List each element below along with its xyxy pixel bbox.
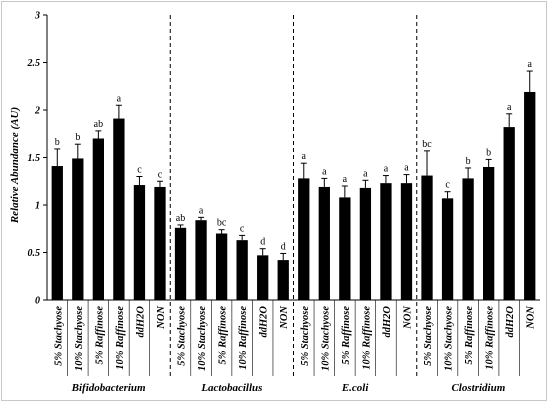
category-label: NON xyxy=(156,306,167,330)
group-label: E.coli xyxy=(341,382,370,394)
significance-letter: a xyxy=(117,93,122,104)
group-label: Bifidobacterium xyxy=(71,382,146,394)
bar xyxy=(236,240,248,300)
category-label: 10% Stachyose xyxy=(444,306,455,371)
bar xyxy=(215,233,228,300)
significance-letter: c xyxy=(240,223,245,234)
bar xyxy=(462,178,474,300)
bar xyxy=(133,185,146,300)
y-tick-label: 3 xyxy=(34,11,40,22)
significance-letter: a xyxy=(343,174,348,185)
bar xyxy=(277,260,289,300)
significance-letter: bc xyxy=(422,139,432,150)
significance-letter: ab xyxy=(176,213,185,224)
category-label: 10% Raffinose xyxy=(361,306,372,370)
bar xyxy=(482,167,495,300)
category-label: 5% Raffinose xyxy=(464,306,475,365)
bar xyxy=(503,127,515,300)
significance-letter: b xyxy=(486,147,491,158)
category-label: 5% Raffinose xyxy=(218,306,229,365)
group-label: Clostridium xyxy=(451,382,505,394)
category-label: ddH2O xyxy=(259,306,270,338)
y-tick-label: 0.5 xyxy=(28,248,41,259)
bar xyxy=(72,158,84,300)
bar xyxy=(380,183,392,300)
y-tick-label: 2.5 xyxy=(27,58,41,69)
category-label: 10% Stachyose xyxy=(320,306,331,371)
bar xyxy=(318,186,330,300)
y-tick-label: 1 xyxy=(35,201,40,212)
category-label: NON xyxy=(402,306,413,330)
significance-letter: d xyxy=(281,241,286,252)
axes: 0 0.5 1 1.5 2 2.5 3 xyxy=(27,11,540,378)
category-label: ddH2O xyxy=(505,306,516,338)
bar xyxy=(113,118,125,300)
category-label: 5% Raffinose xyxy=(94,306,105,365)
bar xyxy=(400,183,413,300)
bar xyxy=(359,187,372,300)
bar xyxy=(441,198,454,300)
significance-letter: d xyxy=(260,237,265,248)
bar xyxy=(257,255,269,300)
bar xyxy=(524,91,536,300)
significance-letter: a xyxy=(528,59,533,70)
significance-letter: b xyxy=(466,156,471,167)
category-label: 10% Raffinose xyxy=(115,306,126,370)
bar xyxy=(298,178,310,300)
significance-letter: c xyxy=(445,180,450,191)
significance-letter: b xyxy=(55,137,60,148)
category-label: 5% Stachyose xyxy=(177,306,188,366)
significance-letter: a xyxy=(404,163,409,174)
significance-letter: a xyxy=(302,151,307,162)
bar xyxy=(51,166,63,300)
bar xyxy=(339,197,351,300)
category-label: 5% Raffinose xyxy=(341,306,352,365)
significance-letter: a xyxy=(363,168,368,179)
significance-letter: a xyxy=(384,164,389,175)
significance-letter: c xyxy=(158,169,163,180)
category-label: 10% Stachyose xyxy=(197,306,208,371)
significance-letter: a xyxy=(322,166,327,177)
y-tick-label: 1.5 xyxy=(28,153,41,164)
significance-letter: b xyxy=(75,132,80,143)
category-label: NON xyxy=(279,306,290,330)
category-label: NON xyxy=(526,306,537,330)
category-label: 10% Raffinose xyxy=(485,306,496,370)
significance-letter: bc xyxy=(217,218,227,229)
y-tick-label: 2 xyxy=(34,106,40,117)
significance-letter: a xyxy=(199,205,204,216)
category-label: 5% Stachyose xyxy=(53,306,64,366)
category-label: 5% Stachyose xyxy=(300,306,311,366)
bar xyxy=(421,175,433,300)
category-label: 5% Stachyose xyxy=(423,306,434,366)
category-label: ddH2O xyxy=(135,306,146,338)
category-label: ddH2O xyxy=(382,306,393,338)
y-axis-title: Relative Abundance (AU) xyxy=(9,107,21,224)
bar xyxy=(154,186,166,300)
bars xyxy=(51,70,536,300)
category-label: 10% Stachyose xyxy=(74,306,85,371)
category-label: 10% Raffinose xyxy=(238,306,249,370)
y-tick-label: 0 xyxy=(35,296,40,307)
bar xyxy=(195,220,207,300)
group-label: Lactobacillus xyxy=(200,382,262,394)
significance-letter: c xyxy=(137,165,142,176)
bar xyxy=(174,227,187,300)
significance-letter: a xyxy=(507,102,512,113)
bar xyxy=(92,138,105,300)
significance-letter: ab xyxy=(94,119,103,130)
